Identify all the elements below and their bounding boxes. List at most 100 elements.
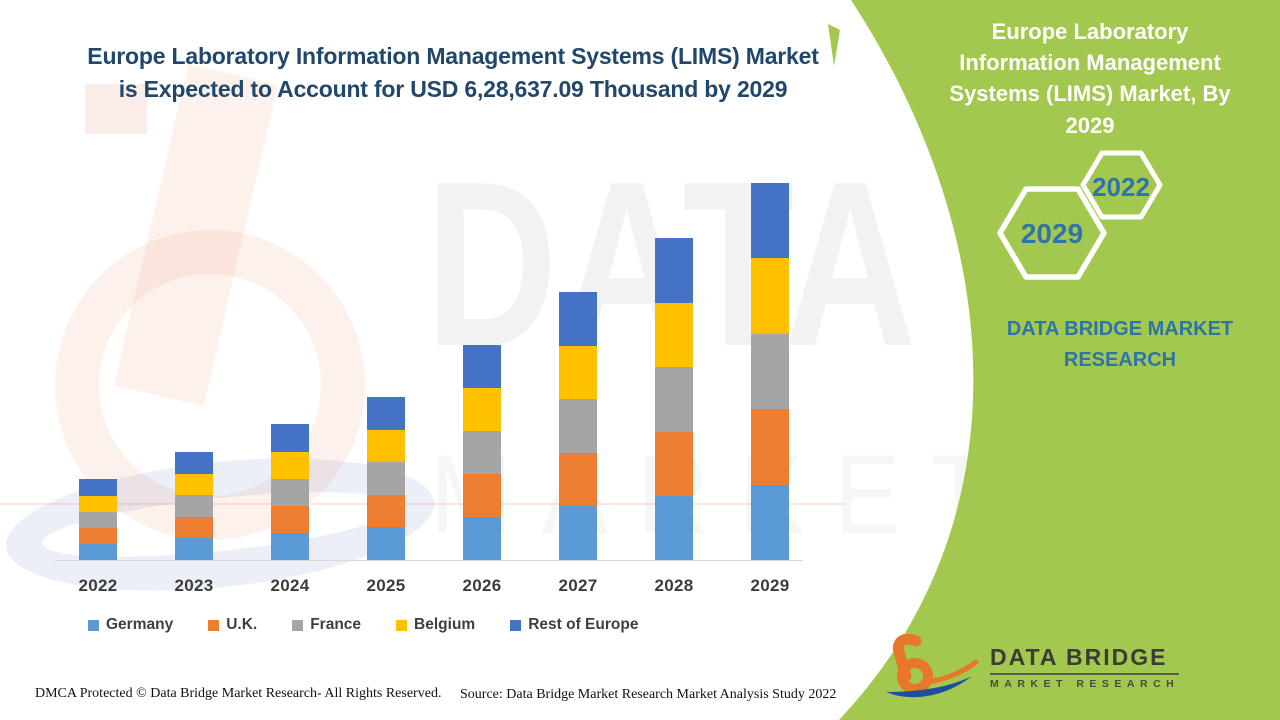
bar-2024-segment-rest-of-europe [271,424,309,452]
legend-label: France [310,616,362,633]
bar-2022-segment-rest-of-europe [79,479,117,496]
legend-swatch [292,619,304,631]
bar-2024-segment-france [271,479,309,506]
legend-label: Germany [106,616,174,633]
legend-label: Belgium [414,616,476,633]
bar-2026-segment-belgium [463,388,501,431]
bar-2029-segment-germany [751,485,789,560]
legend-item-france: France [292,616,361,634]
x-axis-label-2024: 2024 [270,576,310,595]
legend-item-germany: Germany [88,616,173,634]
bar-2024-segment-belgium [271,452,309,479]
legend-item-belgium: Belgium [396,616,475,634]
bar-2027-segment-belgium [559,346,597,399]
legend-swatch [88,619,99,631]
bar-2023 [175,452,213,560]
bar-2025-segment-u-k- [367,495,405,527]
bar-2025-segment-germany [367,527,405,560]
green-panel-path [839,0,1280,720]
dbmr-logo-icon [886,634,979,698]
bar-2028-segment-germany [655,496,693,560]
dbmr-logo-name: DATA BRIDGE [990,644,1180,675]
bar-2025-segment-france [367,462,405,495]
bar-2028-segment-belgium [655,303,693,367]
chart-legend: Germany U.K. France Belgium Rest of Europe [88,616,638,634]
bar-2023-segment-france [175,495,213,517]
panel-title: Europe Laboratory Information Management… [949,19,1231,138]
footer-dmca-text: DMCA Protected © Data Bridge Market Rese… [35,686,442,701]
x-axis-label-2023: 2023 [174,576,214,595]
bar-2024-segment-u-k- [271,506,309,533]
dbmr-logo-text: DATA BRIDGE MARKET RESEARCH [990,644,1180,690]
bar-2026 [463,345,501,560]
bar-2025-segment-belgium [367,430,405,462]
bar-2022 [79,479,117,560]
legend-swatch [396,619,408,631]
chart-headline-line1: Europe Laboratory Information Management… [87,43,819,69]
green-sliver-top [828,24,840,66]
bar-2029-segment-rest-of-europe [751,183,789,258]
footer-source-text: Source: Data Bridge Market Research Mark… [460,687,837,702]
bar-2029-segment-france [751,334,789,409]
x-axis-label-2028: 2028 [654,576,694,595]
x-axis-line [55,560,803,561]
bar-2027-segment-rest-of-europe [559,292,597,346]
chart-headline: Europe Laboratory Information Management… [58,40,848,105]
legend-label: U.K. [226,616,258,633]
chart-headline-line2: is Expected to Account for USD 6,28,637.… [118,75,788,102]
bar-2028-segment-u-k- [655,432,693,496]
hexagon-2029-label: 2029 [1021,218,1083,249]
bar-2029-segment-belgium [751,258,789,334]
bar-2025-segment-rest-of-europe [367,397,405,430]
legend-item-rest-of-europe: Rest of Europe [510,616,638,634]
legend-item-u-k-: U.K. [208,616,257,634]
hexagon-2029 [997,186,1107,280]
panel-brand-text: DATA BRIDGE MARKET RESEARCH [1006,318,1234,371]
x-axis-label-2025: 2025 [366,576,406,595]
bar-2026-segment-germany [463,517,501,560]
hexagon-2022 [1080,150,1163,220]
bar-2025 [367,397,405,560]
bar-2028-segment-rest-of-europe [655,238,693,303]
bar-2022-segment-belgium [79,496,117,512]
x-axis-label-2027: 2027 [558,576,598,595]
legend-swatch [208,619,220,631]
bar-2022-segment-france [79,512,117,528]
bar-2028-segment-france [655,367,693,432]
dbmr-logo-subtitle: MARKET RESEARCH [990,678,1180,690]
bar-2029 [751,183,789,560]
legend-label: Rest of Europe [528,616,639,633]
bar-2024-segment-germany [271,533,309,560]
bar-2022-segment-germany [79,544,117,560]
legend-swatch [510,619,522,631]
logo-b-stem [892,634,922,682]
bar-2023-segment-germany [175,538,213,560]
logo-b-bowl [897,658,933,694]
hexagon-2022-label: 2022 [1092,172,1150,202]
logo-blue-swoosh [886,676,972,698]
bar-2022-segment-u-k- [79,528,117,544]
bar-2027-segment-france [559,399,597,453]
bar-2023-segment-rest-of-europe [175,452,213,474]
bar-2027 [559,292,597,560]
x-axis-label-2026: 2026 [462,576,502,595]
bar-2029-segment-u-k- [751,409,789,485]
x-axis-label-2029: 2029 [750,576,790,595]
bar-2027-segment-germany [559,506,597,560]
logo-orange-swoosh [923,659,979,685]
bar-2026-segment-rest-of-europe [463,345,501,388]
watermark-logo-line [0,503,845,505]
bar-2023-segment-u-k- [175,517,213,538]
bar-2023-segment-belgium [175,474,213,495]
bar-2028 [655,238,693,560]
bar-2026-segment-u-k- [463,474,501,517]
x-axis-label-2022: 2022 [78,576,118,595]
bar-2027-segment-u-k- [559,453,597,506]
bar-2024 [271,424,309,560]
watermark-logo-fragment [85,84,147,134]
bar-2026-segment-france [463,431,501,474]
